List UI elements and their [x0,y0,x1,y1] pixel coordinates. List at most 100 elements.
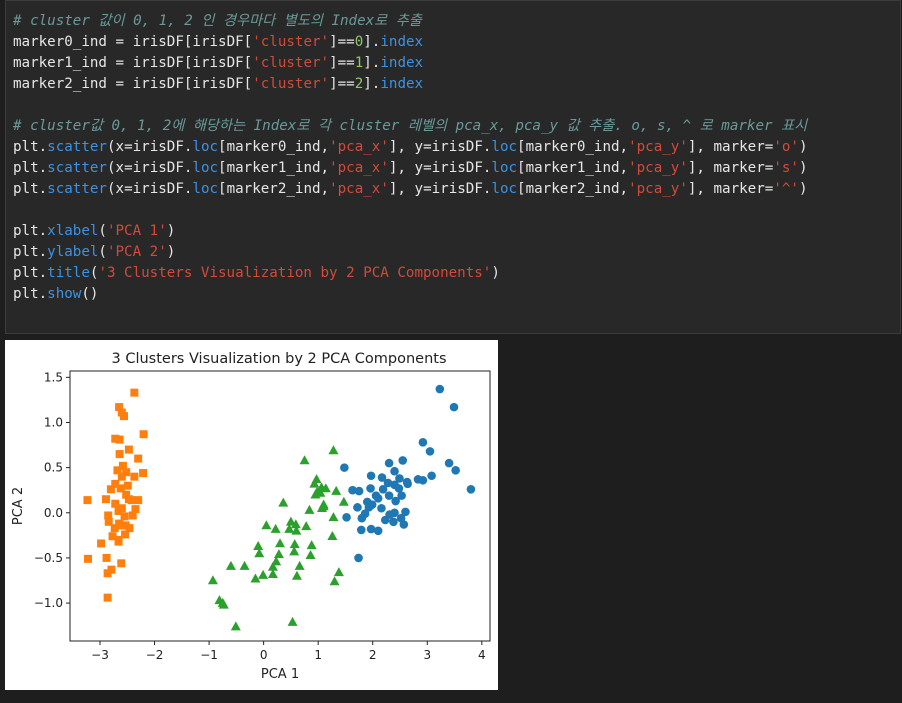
data-point [253,540,264,550]
data-point [394,484,404,493]
data-point [84,554,92,563]
data-point [312,486,323,496]
data-point [401,507,410,517]
data-point [466,484,476,494]
data-point [327,531,338,541]
output-cell: 3 Clusters Visualization by 2 PCA Compon… [5,340,498,690]
data-point [102,495,110,504]
data-point [395,474,404,483]
data-point [278,497,289,507]
data-point [289,539,300,549]
data-point [373,526,383,536]
data-point [254,548,265,558]
data-point [435,384,445,394]
data-point [367,500,377,509]
data-point [356,525,366,535]
data-point [354,553,363,563]
data-point [120,412,128,421]
data-point [97,539,106,548]
data-point [214,595,225,605]
x-tick-label: 3 [423,648,431,662]
data-point [218,599,229,609]
data-point [128,511,137,520]
data-point [291,570,302,580]
data-point [338,496,349,506]
data-point [311,474,322,484]
data-point [284,523,295,533]
y-axis-ticks: −1.0 −0.5 0.0 0.5 1.0 1.5 [34,370,70,610]
data-point [383,478,393,488]
data-point [287,616,298,626]
data-point [250,573,261,583]
data-point [366,471,376,481]
data-point [117,521,126,530]
data-point [305,550,316,560]
data-point [207,575,218,585]
x-tick-label: −1 [200,648,218,662]
data-point [353,503,362,512]
data-point [122,490,131,499]
data-point [134,496,143,505]
data-point [120,512,129,521]
data-point [118,461,127,470]
data-point [108,532,117,541]
data-points [83,384,476,631]
data-point [115,435,124,444]
data-point [418,438,428,447]
data-point [377,503,386,513]
data-point [117,559,126,568]
data-point [304,504,315,514]
data-point [390,508,399,518]
y-axis-label: PCA 2 [11,487,26,525]
data-point [271,556,282,566]
data-point [261,520,272,530]
y-tick-label: −0.5 [34,551,63,565]
data-point [121,530,130,539]
data-point [104,511,113,520]
x-tick-label: 4 [478,648,486,662]
data-point [309,478,320,488]
data-point [444,458,454,468]
data-point [127,496,136,505]
code-cell[interactable]: # cluster 값이 0, 1, 2 인 경우마다 별도의 Index로 추… [5,0,901,334]
data-point [113,466,122,475]
data-point [131,505,140,514]
data-point [258,569,269,579]
x-tick-label: 0 [260,648,268,662]
data-point [115,450,124,459]
data-point [106,485,115,494]
data-point [299,455,310,465]
data-point [398,456,408,465]
data-point [130,472,139,481]
data-point [366,484,375,493]
data-point [114,537,123,546]
data-point [301,521,312,531]
data-point [384,458,394,468]
data-point [130,388,139,397]
data-point [390,466,399,476]
data-point [384,491,394,500]
data-point [285,516,296,526]
code-editor[interactable]: # cluster 값이 0, 1, 2 인 경우마다 별도의 Index로 추… [13,13,808,302]
data-point [403,479,412,489]
data-point [123,481,132,490]
data-point [115,403,124,412]
data-point [230,621,241,631]
data-point [342,512,351,522]
x-tick-label: −2 [146,648,164,662]
data-point [377,473,387,482]
data-point [451,466,460,475]
data-point [111,499,120,508]
data-point [275,538,285,548]
data-point [340,463,349,472]
data-point [328,512,339,522]
data-point [306,540,317,550]
data-point [396,513,406,523]
data-point [418,475,428,485]
y-tick-label: 0.5 [44,461,63,475]
data-point [328,445,339,455]
data-point [139,469,148,478]
code-comment: # cluster값 0, 1, 2에 해당하는 Index로 각 cluste… [13,118,808,134]
data-point [357,513,367,523]
chart-title: 3 Clusters Visualization by 2 PCA Compon… [111,351,446,367]
